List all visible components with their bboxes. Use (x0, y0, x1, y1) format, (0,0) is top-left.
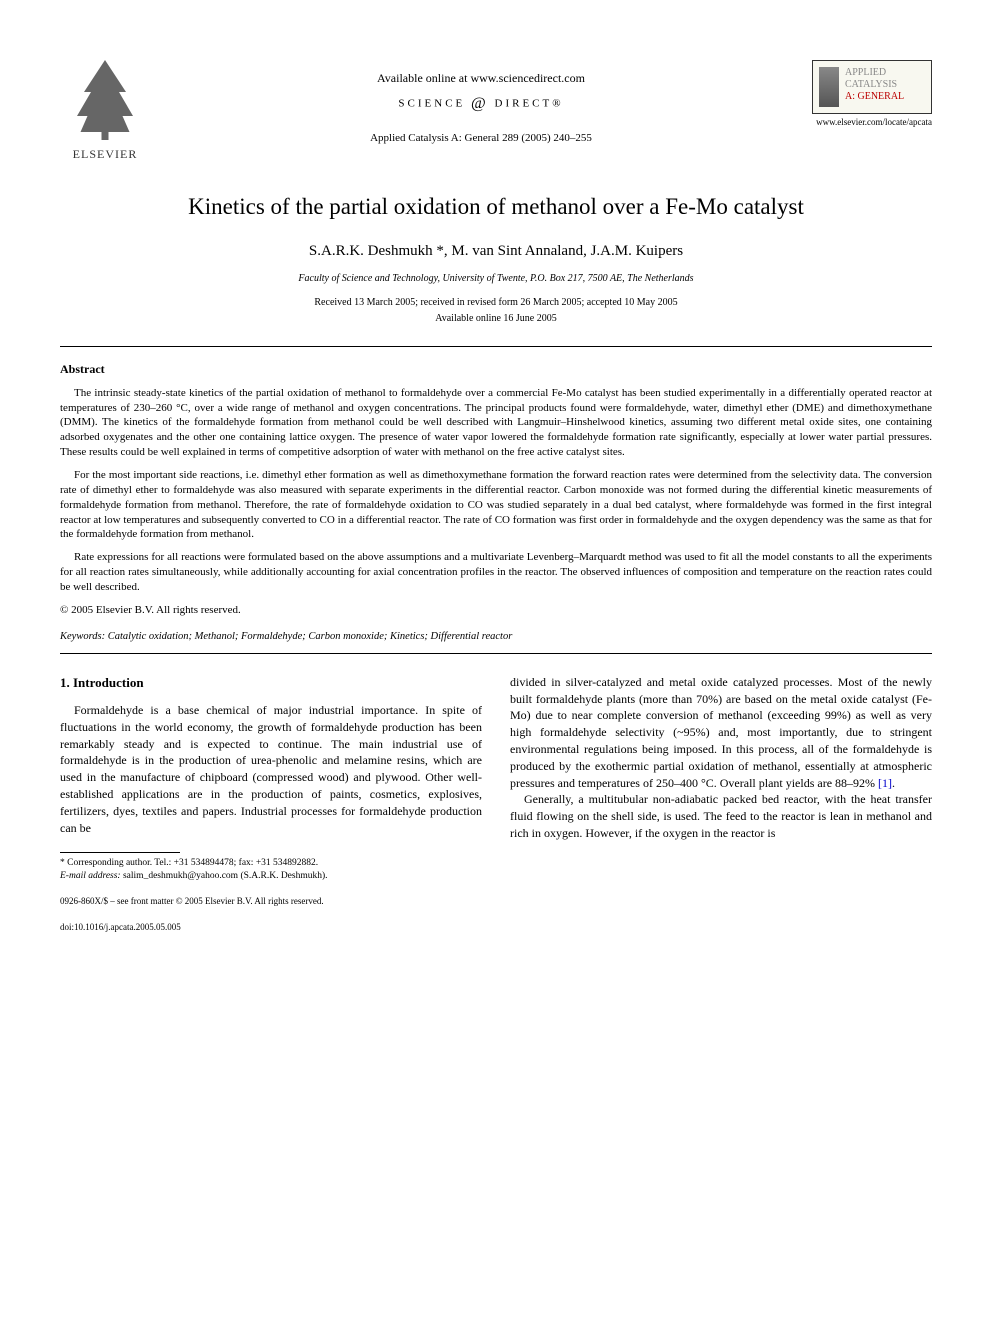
journal-name-line2: CATALYSIS (845, 79, 904, 91)
footnote-rule (60, 852, 180, 853)
center-header: Available online at www.sciencedirect.co… (150, 60, 812, 147)
available-online-date: Available online 16 June 2005 (60, 312, 932, 326)
left-column: 1. Introduction Formaldehyde is a base c… (60, 674, 482, 934)
copyright-line: © 2005 Elsevier B.V. All rights reserved… (60, 603, 932, 618)
sciencedirect-word2: DIRECT® (495, 98, 564, 110)
email-address: salim_deshmukh@yahoo.com (S.A.R.K. Deshm… (121, 871, 328, 881)
abstract-para-2: For the most important side reactions, i… (60, 468, 932, 542)
journal-cover-box: APPLIED CATALYSIS A: GENERAL (812, 60, 932, 114)
journal-name-line3: A: GENERAL (845, 91, 904, 103)
intro-para-3: Generally, a multitubular non-adiabatic … (510, 791, 932, 841)
ref-link-1[interactable]: [1] (878, 776, 892, 790)
introduction-heading: 1. Introduction (60, 674, 482, 692)
doi-line: doi:10.1016/j.apcata.2005.05.005 (60, 922, 482, 934)
publisher-name: ELSEVIER (73, 146, 138, 163)
two-column-body: 1. Introduction Formaldehyde is a base c… (60, 674, 932, 934)
sciencedirect-logo: SCIENCE @ DIRECT® (150, 93, 812, 115)
right-column: divided in silver-catalyzed and metal ox… (510, 674, 932, 934)
intro-para-2a: divided in silver-catalyzed and metal ox… (510, 675, 932, 790)
horizontal-rule-top (60, 346, 932, 347)
corresponding-author-footnote: * Corresponding author. Tel.: +31 534894… (60, 857, 482, 869)
intro-para-2b: . (892, 776, 895, 790)
journal-cover-icon (819, 67, 839, 107)
affiliation: Faculty of Science and Technology, Unive… (60, 272, 932, 286)
email-label: E-mail address: (60, 871, 121, 881)
header-row: ELSEVIER Available online at www.science… (60, 60, 932, 163)
intro-para-1: Formaldehyde is a base chemical of major… (60, 702, 482, 836)
sciencedirect-word1: SCIENCE (398, 98, 465, 110)
keywords-text: Catalytic oxidation; Methanol; Formaldeh… (105, 631, 512, 642)
keywords-label: Keywords: (60, 631, 105, 642)
article-title: Kinetics of the partial oxidation of met… (60, 191, 932, 223)
issn-line: 0926-860X/$ – see front matter © 2005 El… (60, 896, 482, 908)
journal-reference: Applied Catalysis A: General 289 (2005) … (150, 131, 812, 146)
email-footnote: E-mail address: salim_deshmukh@yahoo.com… (60, 870, 482, 882)
abstract-para-1: The intrinsic steady-state kinetics of t… (60, 386, 932, 460)
at-symbol-icon: @ (471, 95, 489, 112)
intro-para-2: divided in silver-catalyzed and metal ox… (510, 674, 932, 792)
authors-line: S.A.R.K. Deshmukh *, M. van Sint Annalan… (60, 241, 932, 262)
locate-url: www.elsevier.com/locate/apcata (812, 116, 932, 129)
abstract-heading: Abstract (60, 361, 932, 378)
abstract-para-3: Rate expressions for all reactions were … (60, 550, 932, 595)
elsevier-tree-icon (70, 60, 140, 140)
received-dates: Received 13 March 2005; received in revi… (60, 296, 932, 310)
elsevier-logo: ELSEVIER (60, 60, 150, 163)
journal-logo-block: APPLIED CATALYSIS A: GENERAL www.elsevie… (812, 60, 932, 129)
available-online-text: Available online at www.sciencedirect.co… (150, 70, 812, 87)
journal-name-line1: APPLIED (845, 67, 904, 79)
horizontal-rule-bottom (60, 653, 932, 654)
keywords-line: Keywords: Catalytic oxidation; Methanol;… (60, 630, 932, 645)
